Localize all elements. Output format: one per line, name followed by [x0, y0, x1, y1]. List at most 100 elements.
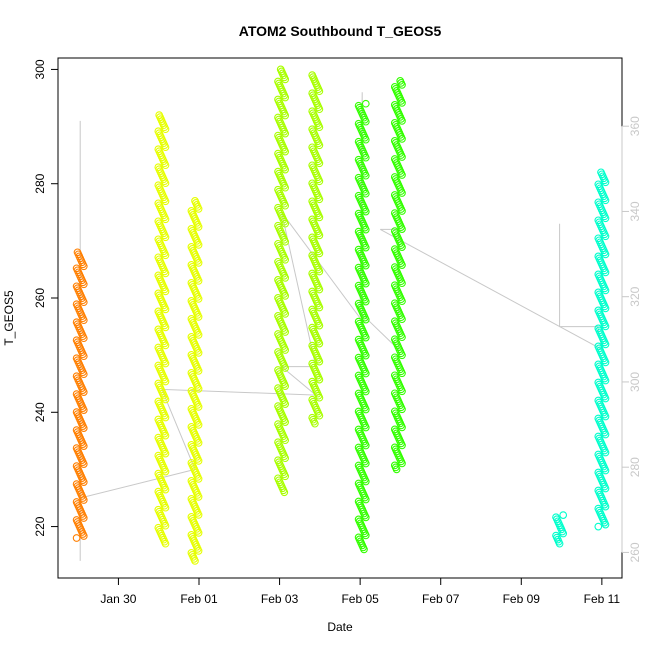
data-point: [72, 336, 81, 345]
data-point: [361, 99, 370, 108]
data-point: [594, 360, 603, 369]
series-5-column-1: [594, 168, 610, 531]
data-point: [274, 276, 282, 284]
data-point: [354, 191, 363, 200]
axes: Jan 30 Feb 01 Feb 03 Feb 05 Feb 07 Feb 09 Feb …: [33, 57, 642, 606]
data-point: [187, 477, 196, 485]
series-1-column-0: [154, 111, 170, 548]
data-point: [274, 456, 282, 465]
data-point: [594, 198, 603, 207]
series-2-column-0: [274, 65, 290, 497]
chart-title: ATOM2 Southbound T_GEOS5: [239, 23, 442, 39]
data-point: [594, 396, 603, 405]
data-point: [72, 318, 81, 327]
data-point: [308, 323, 317, 332]
data-point: [390, 299, 399, 308]
data-point: [187, 351, 196, 359]
data-point: [154, 289, 163, 298]
data-point: [187, 513, 196, 521]
plot-area: [72, 65, 610, 565]
data-point: [354, 119, 363, 128]
data-point: [594, 414, 603, 423]
data-point: [274, 348, 282, 356]
data-point: [354, 317, 363, 326]
data-point: [155, 111, 164, 119]
data-point: [276, 65, 285, 74]
data-point: [308, 107, 317, 116]
data-point: [274, 131, 282, 140]
data-point: [308, 197, 317, 206]
x-tick-label: Feb 09: [503, 592, 541, 606]
data-point: [390, 353, 399, 362]
data-point: [154, 487, 163, 496]
data-point: [354, 245, 363, 254]
data-point: [154, 469, 163, 478]
data-point: [594, 342, 603, 351]
data-point: [154, 163, 163, 172]
data-point: [390, 155, 399, 163]
y-tick-label: 260: [33, 288, 47, 308]
data-point: [154, 433, 163, 442]
data-point: [154, 127, 163, 136]
data-point: [594, 306, 603, 315]
data-point: [274, 221, 282, 230]
data-point: [354, 461, 363, 470]
data-point: [354, 155, 363, 164]
data-point: [72, 372, 81, 381]
data-point: [390, 443, 399, 452]
data-point: [308, 359, 317, 368]
data-point: [187, 261, 196, 269]
data-point: [390, 461, 399, 470]
plot-frame: [57, 57, 623, 579]
x-tick-label: Feb 11: [584, 592, 621, 606]
data-point: [154, 145, 163, 154]
data-point: [274, 330, 282, 338]
data-point: [552, 513, 560, 522]
data-point: [274, 203, 282, 212]
x-tick-label: Jan 30: [100, 592, 136, 606]
data-point: [187, 387, 196, 395]
data-point: [390, 317, 399, 326]
data-point: [354, 299, 363, 308]
data-point: [187, 297, 196, 305]
data-point: [594, 252, 603, 261]
data-point: [154, 523, 163, 532]
data-point: [274, 113, 282, 122]
data-point: [594, 234, 603, 243]
data-point: [308, 161, 317, 170]
data-point: [354, 407, 363, 416]
data-point: [274, 366, 282, 374]
data-point: [274, 384, 282, 392]
data-point: [594, 216, 603, 225]
data-point: [274, 438, 282, 447]
data-point: [354, 515, 363, 524]
x-tick-label: Feb 05: [341, 592, 379, 606]
y2-tick-label: 300: [628, 372, 642, 392]
data-point: [594, 324, 603, 333]
data-point: [187, 531, 196, 539]
data-point: [308, 179, 317, 188]
data-point: [390, 227, 399, 235]
data-point: [308, 341, 317, 350]
data-point: [187, 405, 196, 413]
data-point: [308, 143, 317, 152]
y2-tick-label: 360: [628, 116, 642, 136]
data-point: [308, 395, 317, 404]
data-point: [354, 497, 363, 506]
data-point: [274, 77, 282, 86]
data-point: [72, 282, 81, 291]
data-point: [274, 402, 282, 410]
data-point: [308, 251, 317, 260]
y-tick-label: 240: [33, 402, 47, 422]
data-point: [354, 263, 363, 272]
data-point: [72, 534, 81, 542]
data-point: [187, 495, 196, 503]
data-point: [390, 191, 399, 199]
x-tick-label: Feb 01: [180, 592, 218, 606]
data-point: [72, 264, 81, 273]
data-point: [274, 474, 282, 483]
data-point: [274, 420, 282, 428]
y-tick-label: 300: [33, 59, 47, 79]
data-point: [354, 389, 363, 398]
data-point: [154, 397, 163, 406]
